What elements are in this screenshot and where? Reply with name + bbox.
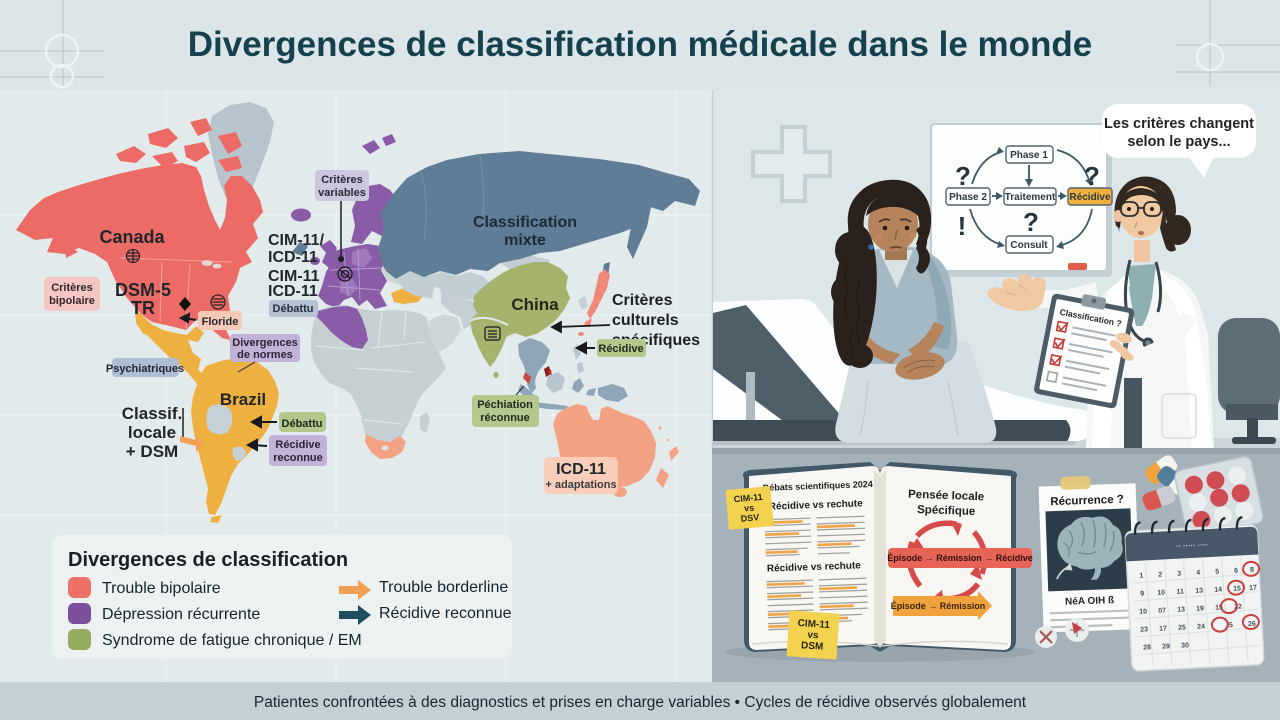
svg-text:Récidive: Récidive [275,439,320,451]
svg-text:DSM-5: DSM-5 [115,280,171,300]
svg-text:de normes: de normes [237,349,293,361]
svg-text:Critères: Critères [321,174,363,186]
svg-text:vs: vs [744,503,755,514]
svg-text:13: 13 [1195,587,1203,594]
svg-text:?: ? [955,161,971,191]
svg-text:·· ····· ····: ·· ····· ···· [1176,540,1208,551]
svg-text:1: 1 [1139,573,1143,580]
svg-text:19: 19 [1196,605,1204,612]
svg-text:culturels: culturels [612,312,679,329]
svg-text:reconnue: reconnue [273,452,323,464]
svg-text:Divergences: Divergences [232,337,297,349]
svg-text:Récurrence ?: Récurrence ? [1050,494,1124,509]
svg-text:25: 25 [1178,624,1186,631]
svg-text:Psychiatriques: Psychiatriques [106,363,184,375]
svg-text:17: 17 [1159,625,1167,632]
svg-text:17: 17 [1249,585,1257,592]
svg-text:10: 10 [1139,608,1147,615]
svg-text:TR: TR [131,298,155,318]
svg-text:ICD-11: ICD-11 [556,461,606,478]
svg-text:10: 10 [1157,589,1165,596]
svg-text:CIM-11: CIM-11 [268,268,320,285]
svg-text:Traitement: Traitement [1005,192,1056,203]
svg-text:15: 15 [1233,585,1241,592]
svg-text:Trouble borderline: Trouble borderline [379,579,508,596]
svg-text:Syndrome de fatigue chronique: Syndrome de fatigue chronique / EM [102,632,362,649]
svg-text:13: 13 [1177,606,1185,613]
svg-text:!: ! [958,211,967,241]
svg-text:26: 26 [1248,621,1256,628]
svg-text:Débattu: Débattu [282,418,323,430]
svg-text:+ adaptations: + adaptations [545,479,616,491]
svg-text:Phase 2: Phase 2 [949,192,987,203]
svg-text:Épisode → Rémission → Récidive: Épisode → Rémission → Récidive [887,553,1033,563]
svg-text:Divergences de classification: Divergences de classification [68,549,348,571]
svg-text:?: ? [1084,161,1100,191]
svg-text:4: 4 [1196,570,1200,577]
svg-text:6: 6 [1234,568,1238,575]
svg-text:15: 15 [1215,604,1223,611]
svg-text:2: 2 [1158,572,1162,579]
svg-text:Récidive: Récidive [1069,192,1111,203]
svg-text:14: 14 [1214,586,1222,593]
svg-text:28: 28 [1143,644,1151,651]
svg-text:China: China [511,295,559,314]
svg-text:+ DSM: + DSM [126,442,178,461]
svg-text:29: 29 [1162,643,1170,650]
svg-text:Consult: Consult [1010,240,1048,251]
svg-text:11: 11 [1176,588,1184,595]
svg-text:Phase 1: Phase 1 [1010,150,1048,161]
svg-text:Brazil: Brazil [220,390,266,409]
svg-text:DSM: DSM [801,640,824,653]
svg-text:CIM-11/: CIM-11/ [268,232,325,249]
svg-text:Récidive vs rechute: Récidive vs rechute [769,498,864,512]
svg-text:vs: vs [807,630,819,642]
svg-text:Récidive reconnue: Récidive reconnue [379,605,512,622]
svg-text:25: 25 [1225,622,1233,629]
svg-text:CIM-11: CIM-11 [797,618,830,631]
svg-text:Trouble bipolaire: Trouble bipolaire [102,580,221,597]
svg-text:Patientes confrontées à des di: Patientes confrontées à des diagnostics … [254,694,1027,711]
svg-text:Récidive: Récidive [598,343,643,355]
svg-text:selon le pays...: selon le pays... [1127,134,1230,150]
svg-text:DSV: DSV [740,512,759,524]
svg-text:ICD-11: ICD-11 [268,249,318,266]
svg-text:3: 3 [1177,571,1181,578]
svg-text:Pensée locale: Pensée locale [908,489,984,504]
svg-text:24: 24 [1197,623,1205,630]
svg-text:23: 23 [1140,626,1148,633]
svg-text:Dépression récurrente: Dépression récurrente [102,606,260,623]
svg-text:Canada: Canada [99,227,165,247]
svg-text:réconnue: réconnue [480,412,530,424]
svg-text:Classification: Classification [473,214,577,231]
svg-text:Débats scientifiques 2024: Débats scientifiques 2024 [763,479,873,493]
svg-text:Critères: Critères [612,292,673,309]
svg-text:9: 9 [1140,591,1144,598]
svg-text:Épisode → Rémission: Épisode → Rémission [891,601,986,611]
svg-text:Floride: Floride [202,316,239,328]
svg-text:Divergences de classification: Divergences de classification médicale d… [188,25,1093,64]
svg-text:mixte: mixte [504,232,546,249]
svg-text:8: 8 [1250,567,1254,574]
svg-text:07: 07 [1158,607,1166,614]
svg-text:Critères: Critères [51,282,93,294]
svg-text:NéA OIH ß: NéA OIH ß [1065,595,1114,608]
svg-text:Récidive vs rechute: Récidive vs rechute [767,560,862,574]
svg-text:Débattu: Débattu [273,303,314,315]
svg-text:Les critères changent: Les critères changent [1104,116,1254,132]
svg-text:ICD-11: ICD-11 [268,283,318,300]
svg-text:locale: locale [128,423,176,442]
svg-text:CIM-11: CIM-11 [733,492,763,504]
svg-text:variables: variables [318,187,366,199]
svg-text:22: 22 [1234,603,1242,610]
svg-text:?: ? [1023,207,1039,237]
svg-text:bipolaire: bipolaire [49,295,95,307]
svg-text:30: 30 [1181,642,1189,649]
svg-text:5: 5 [1215,569,1219,576]
svg-text:Classif.: Classif. [122,404,182,423]
svg-text:Péchiation: Péchiation [477,399,533,411]
svg-text:Spécifique: Spécifique [917,504,976,518]
